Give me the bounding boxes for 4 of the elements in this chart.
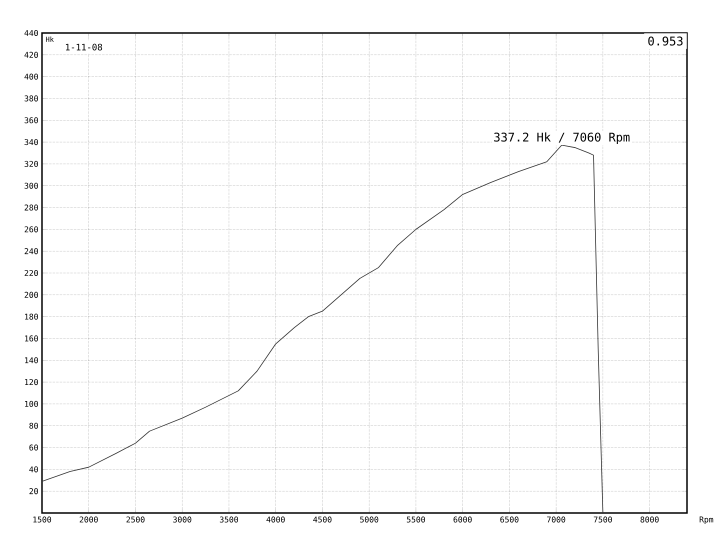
annotation: 1-11-08 (66, 44, 102, 50)
line-series (42, 144, 604, 514)
annotation: 337.2 Hk / 7060 Rpm (494, 132, 630, 144)
annotation: 0.953 (648, 36, 683, 46)
